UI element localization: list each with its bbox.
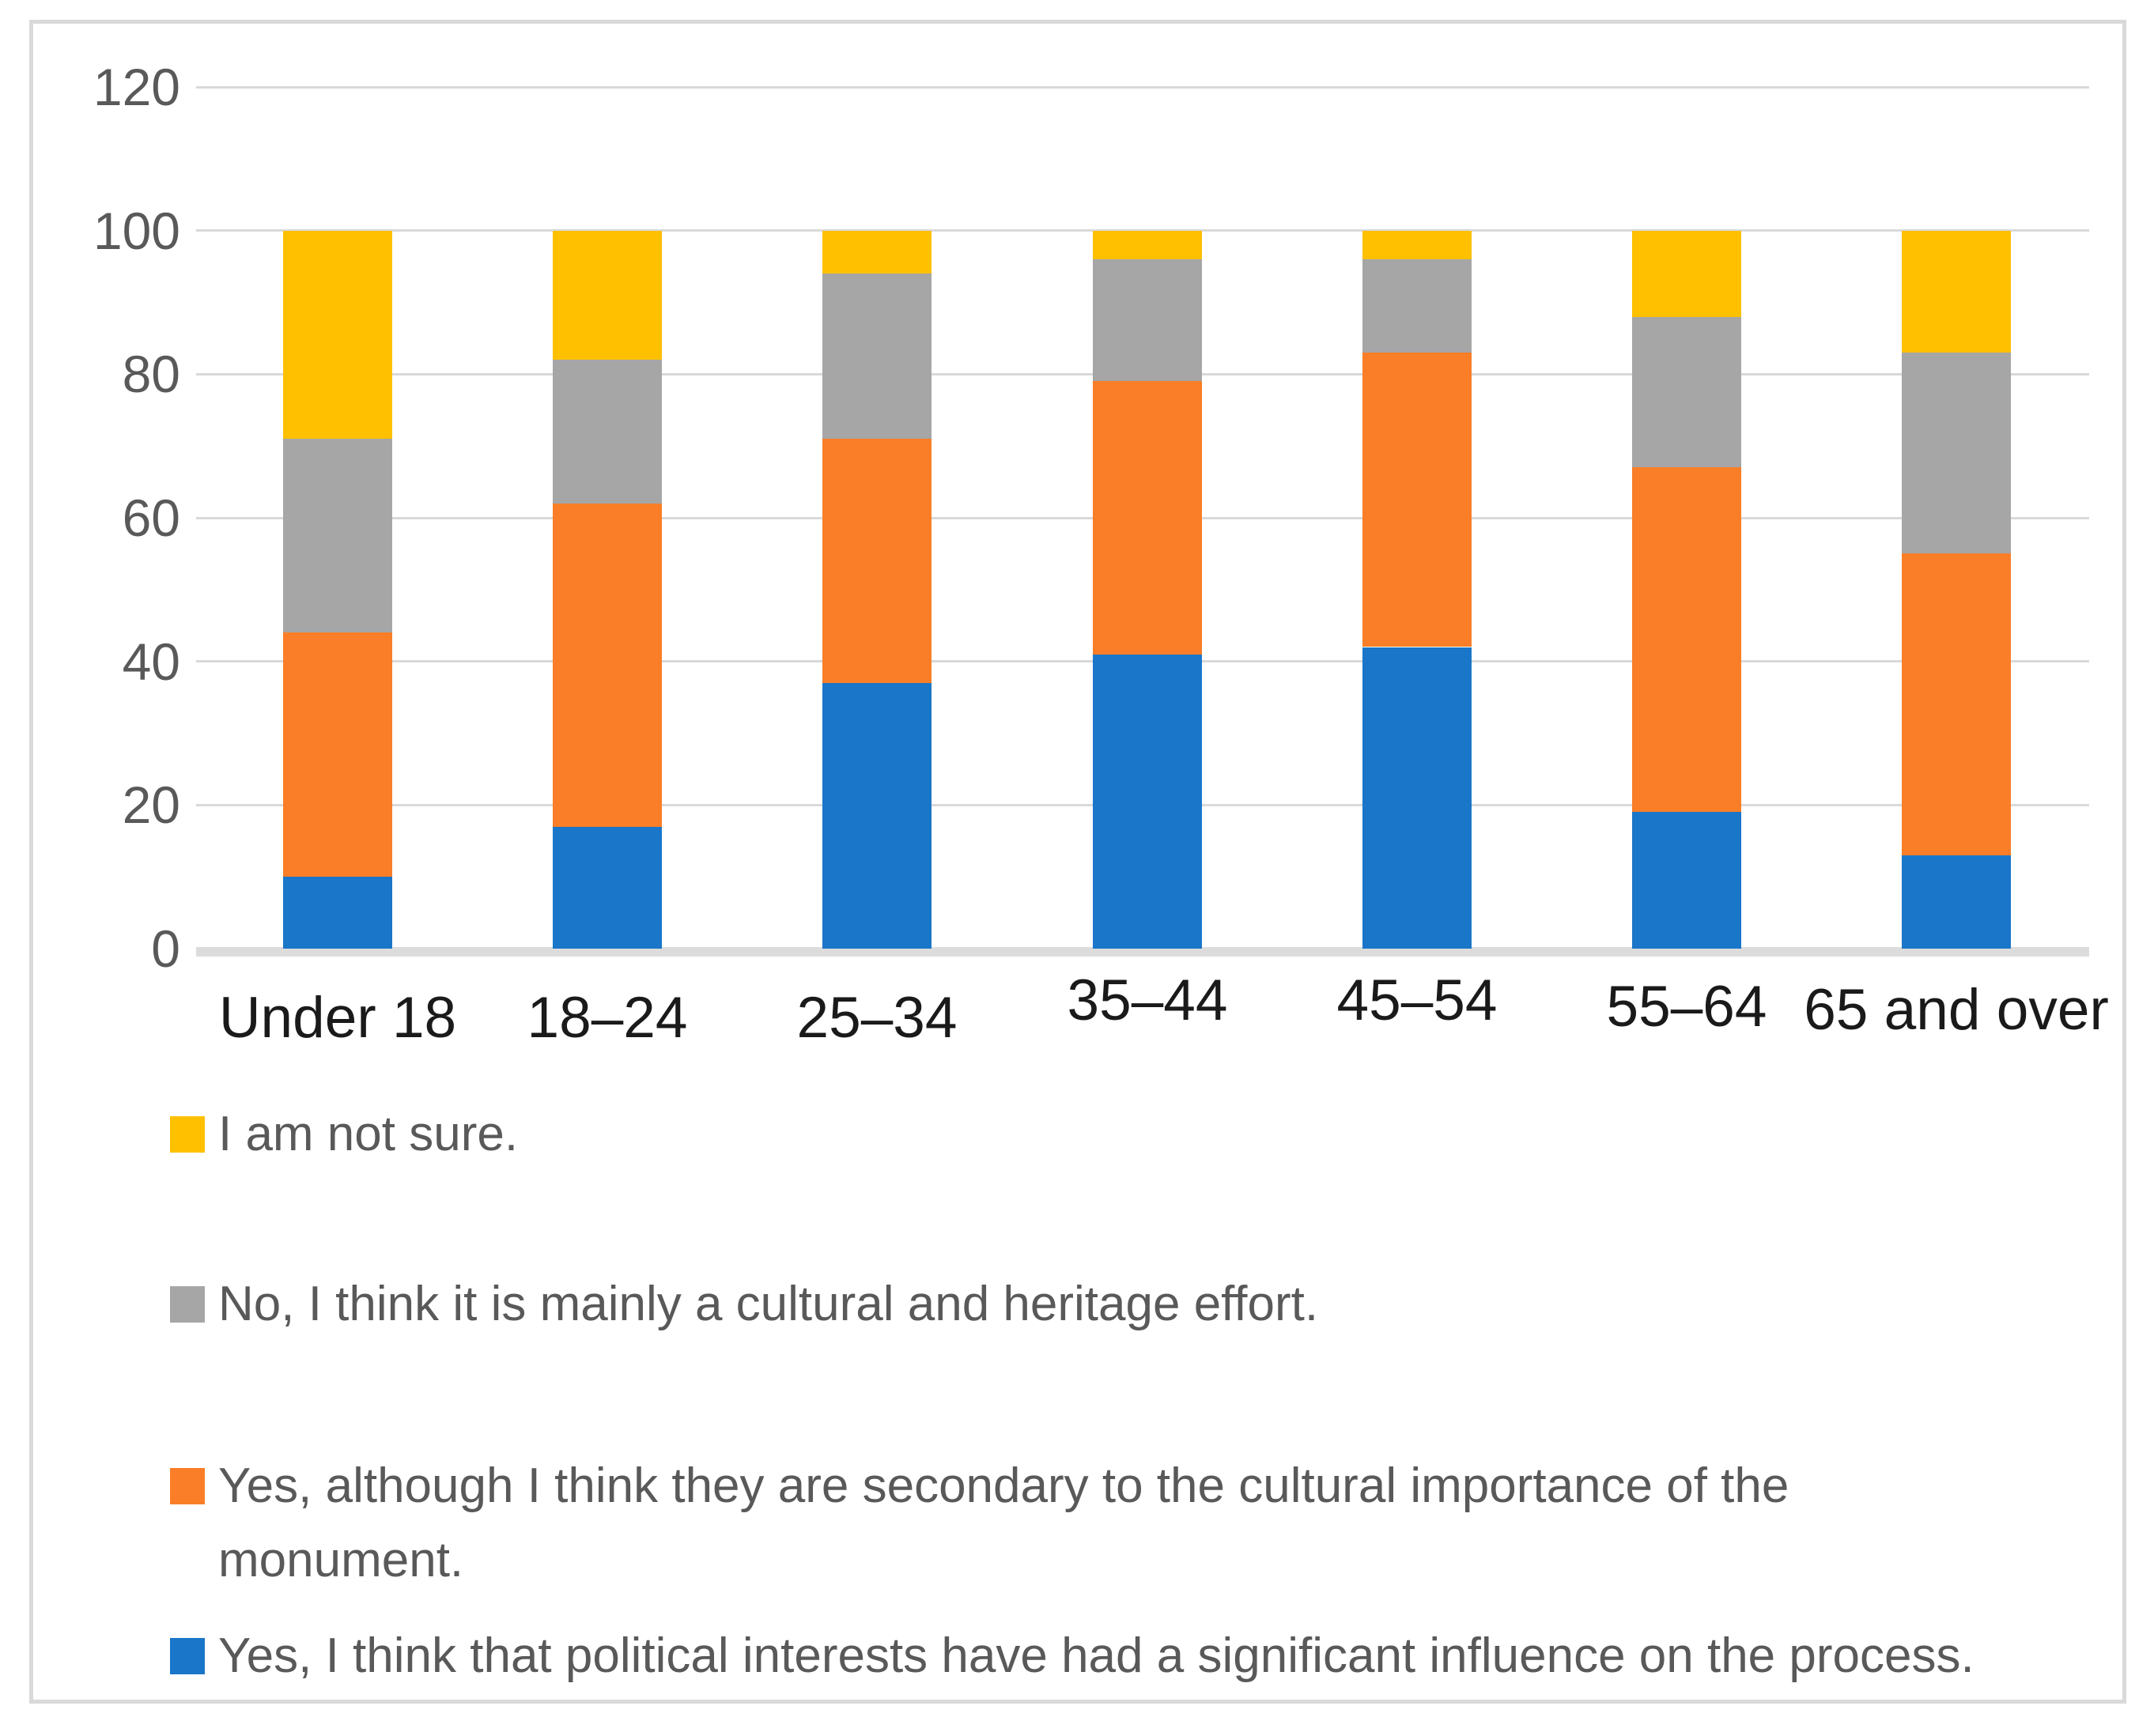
bar-segment bbox=[1902, 230, 2011, 353]
legend-item: No, I think it is mainly a cultural and … bbox=[0, 1267, 2154, 1342]
legend-label-line: Yes, although I think they are secondary… bbox=[218, 1459, 1789, 1513]
x-axis-label: 35–44 bbox=[1067, 968, 1228, 1032]
bar-segment bbox=[822, 682, 932, 949]
legend-swatch bbox=[170, 1638, 205, 1674]
x-axis-label: 45–54 bbox=[1336, 968, 1498, 1032]
bar bbox=[283, 0, 392, 949]
bar-segment bbox=[283, 230, 392, 440]
y-axis-tick-label: 20 bbox=[122, 776, 180, 835]
legend-label-line: Yes, I think that political interests ha… bbox=[218, 1628, 1974, 1683]
bar-segment bbox=[283, 439, 392, 633]
bar bbox=[1632, 0, 1741, 949]
bar-segment bbox=[822, 230, 932, 274]
bar bbox=[553, 0, 662, 949]
bar-segment bbox=[1632, 316, 1741, 468]
y-axis-tick-label: 60 bbox=[122, 489, 180, 547]
legend-swatch bbox=[170, 1468, 205, 1504]
bar bbox=[1093, 0, 1202, 949]
bar bbox=[1902, 0, 2011, 949]
legend-item: Yes, I think that political interests ha… bbox=[0, 1619, 2154, 1693]
y-axis-tick-label: 0 bbox=[151, 919, 180, 978]
bar-segment bbox=[1632, 467, 1741, 813]
bar-segment bbox=[1093, 381, 1202, 655]
bar-segment bbox=[1093, 230, 1202, 259]
legend-label-line: No, I think it is mainly a cultural and … bbox=[218, 1277, 1319, 1331]
bar-segment bbox=[1632, 812, 1741, 949]
bar-segment bbox=[1902, 353, 2011, 554]
bar-segment bbox=[1902, 553, 2011, 855]
x-axis-label: 55–64 bbox=[1606, 975, 1767, 1039]
legend-label: Yes, although I think they are secondary… bbox=[218, 1449, 1789, 1598]
x-axis-label: Under 18 bbox=[218, 986, 457, 1050]
y-axis-tick-label: 80 bbox=[122, 345, 180, 404]
legend-label-line: monument. bbox=[218, 1533, 464, 1587]
legend-label: I am not sure. bbox=[218, 1097, 518, 1172]
bar-segment bbox=[822, 439, 932, 683]
bar-segment bbox=[1632, 230, 1741, 317]
bar-segment bbox=[1362, 353, 1472, 647]
bar-segment bbox=[553, 826, 662, 949]
legend-item: Yes, although I think they are secondary… bbox=[0, 1449, 2154, 1598]
y-axis-tick-label: 120 bbox=[93, 58, 180, 116]
bar-segment bbox=[1362, 647, 1472, 949]
bar-segment bbox=[1093, 654, 1202, 949]
bar-segment bbox=[1362, 259, 1472, 353]
bar-segment bbox=[1362, 230, 1472, 259]
bar-segment bbox=[1093, 259, 1202, 382]
bar-segment bbox=[283, 877, 392, 949]
legend-label: No, I think it is mainly a cultural and … bbox=[218, 1267, 1318, 1342]
bar-segment bbox=[1902, 855, 2011, 949]
legend-label: Yes, I think that political interests ha… bbox=[218, 1619, 1974, 1693]
bar-segment bbox=[553, 230, 662, 360]
bar-segment bbox=[822, 274, 932, 440]
x-axis-label: 25–34 bbox=[796, 986, 958, 1050]
bar bbox=[822, 0, 932, 949]
y-axis-tick-label: 100 bbox=[93, 201, 180, 260]
bar-segment bbox=[553, 503, 662, 827]
legend-label-line: I am not sure. bbox=[218, 1107, 519, 1161]
legend-swatch bbox=[170, 1286, 205, 1323]
bar-segment bbox=[283, 632, 392, 877]
x-axis-line bbox=[196, 947, 2089, 957]
bar bbox=[1362, 0, 1472, 949]
legend-swatch bbox=[170, 1116, 205, 1153]
gridline bbox=[196, 85, 2089, 89]
y-axis-tick-label: 40 bbox=[122, 632, 180, 691]
x-axis-label: 65 and over bbox=[1804, 978, 2109, 1042]
x-axis-label: 18–24 bbox=[527, 986, 688, 1050]
legend-item: I am not sure. bbox=[0, 1097, 2154, 1172]
bar-segment bbox=[553, 360, 662, 504]
